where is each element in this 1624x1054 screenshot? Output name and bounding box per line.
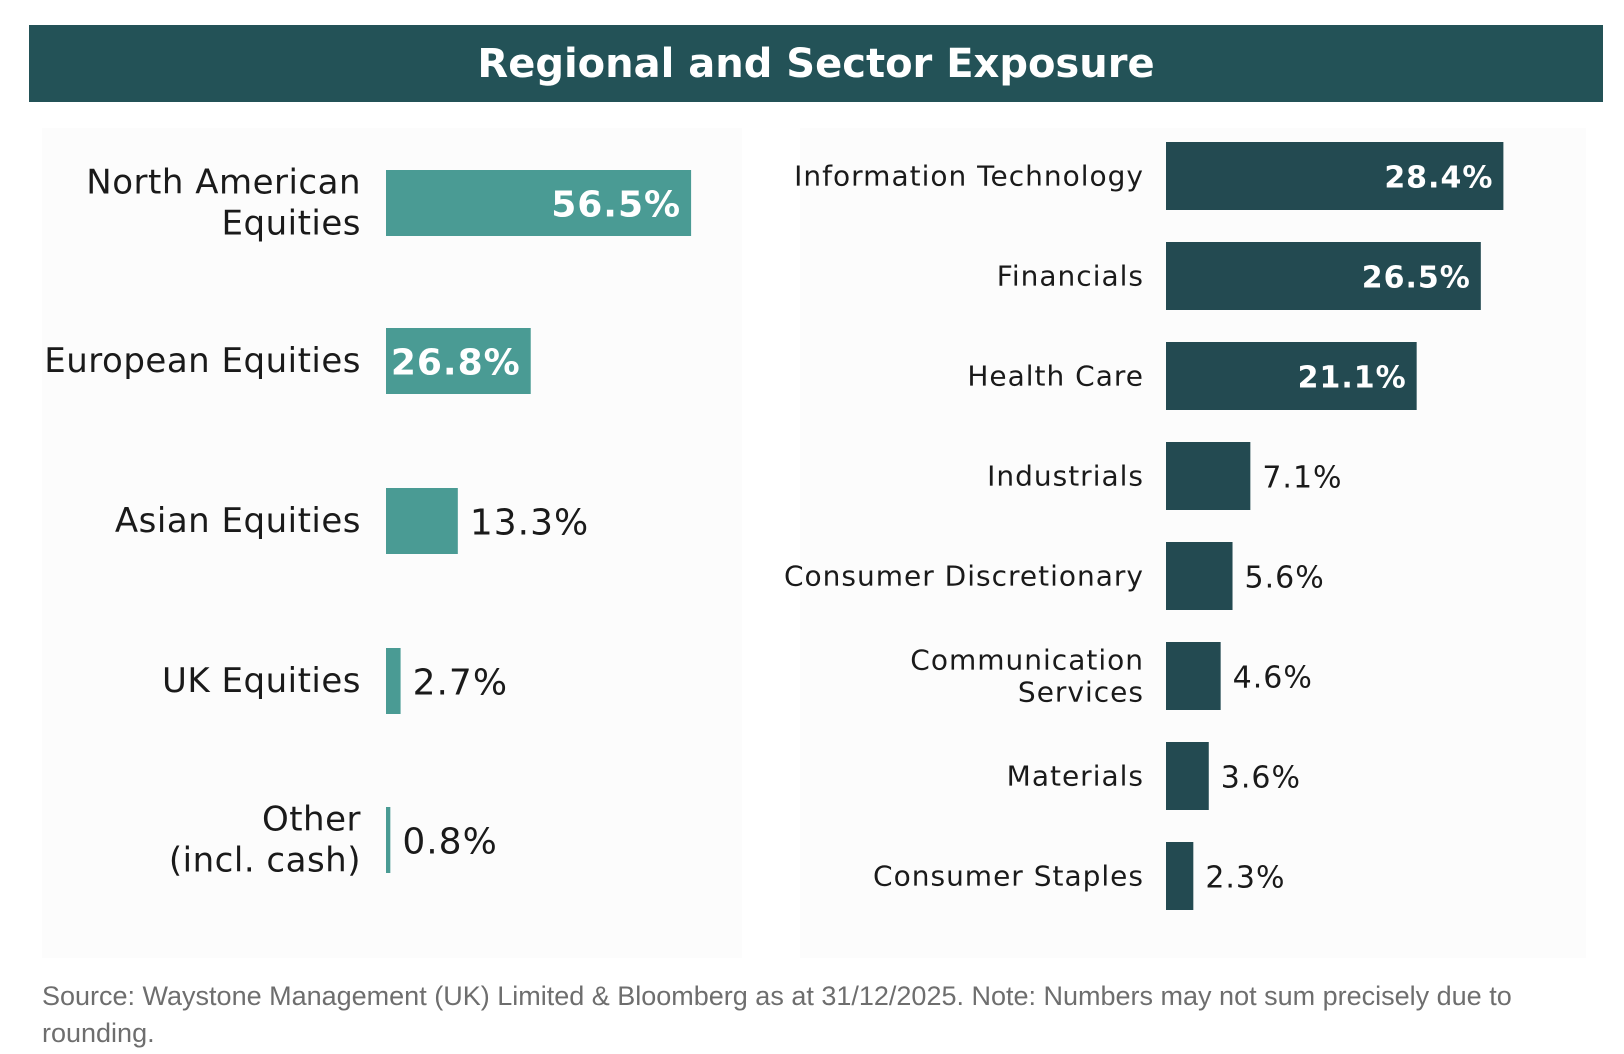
category-label-financials: Financials [997,260,1144,293]
category-label-european-equities: European Equities [44,341,361,381]
bar-consumer-staples [1166,842,1194,910]
sector-bar-chart: Information Technology 28.4% Financials 26.… [784,142,1504,910]
value-label-communication-services: 4.6% [1233,661,1313,696]
bar-information-technology [1166,142,1504,210]
category-label-consumer-staples: Consumer Staples [873,860,1144,893]
category-label-other-incl-cash-line-2: (incl. cash) [169,841,361,881]
value-label-other-incl-cash: 0.8% [402,822,497,863]
value-label-financials: 26.5% [1362,261,1471,296]
source-note: Source: Waystone Management (UK) Limited… [42,981,1512,1048]
category-label-communication-services-line-1: Communication [910,644,1144,677]
value-label-health-care: 21.1% [1298,361,1407,396]
bar-consumer-discretionary [1166,542,1233,610]
bar-european-equities [386,328,531,394]
bar-industrials [1166,442,1251,510]
value-label-european-equities: 26.8% [391,343,521,384]
category-label-industrials: Industrials [987,460,1144,493]
chart-header: Regional and Sector Exposure [29,25,1603,102]
bar-north-american-equities [386,170,692,236]
value-label-uk-equities: 2.7% [413,663,508,704]
bar-health-care [1166,342,1417,410]
bar-other-incl-cash [386,807,391,873]
bar-communication-services [1166,642,1221,710]
bar-asian-equities [386,488,458,554]
category-label-communication-services-line-2: Services [1018,676,1144,709]
category-label-north-american-equities-line-1: North American [86,163,361,203]
category-label-health-care: Health Care [967,360,1144,393]
category-label-other-incl-cash-line-1: Other [262,800,361,840]
bar-materials [1166,742,1209,810]
category-label-north-american-equities-line-2: Equities [222,204,361,244]
value-label-consumer-staples: 2.3% [1205,861,1285,896]
category-label-uk-equities: UK Equities [162,661,361,701]
category-label-information-technology: Information Technology [794,160,1144,193]
category-label-materials: Materials [1007,760,1144,793]
category-label-consumer-discretionary: Consumer Discretionary [784,560,1144,593]
value-label-materials: 3.6% [1221,761,1301,796]
chart-title: Regional and Sector Exposure [477,40,1155,87]
category-label-asian-equities: Asian Equities [115,501,361,541]
value-label-north-american-equities: 56.5% [551,185,681,226]
bar-uk-equities [386,648,401,714]
value-label-industrials: 7.1% [1262,461,1342,496]
value-label-information-technology: 28.4% [1384,161,1493,196]
value-label-asian-equities: 13.3% [470,503,589,544]
bar-financials [1166,242,1481,310]
value-label-consumer-discretionary: 5.6% [1245,561,1325,596]
